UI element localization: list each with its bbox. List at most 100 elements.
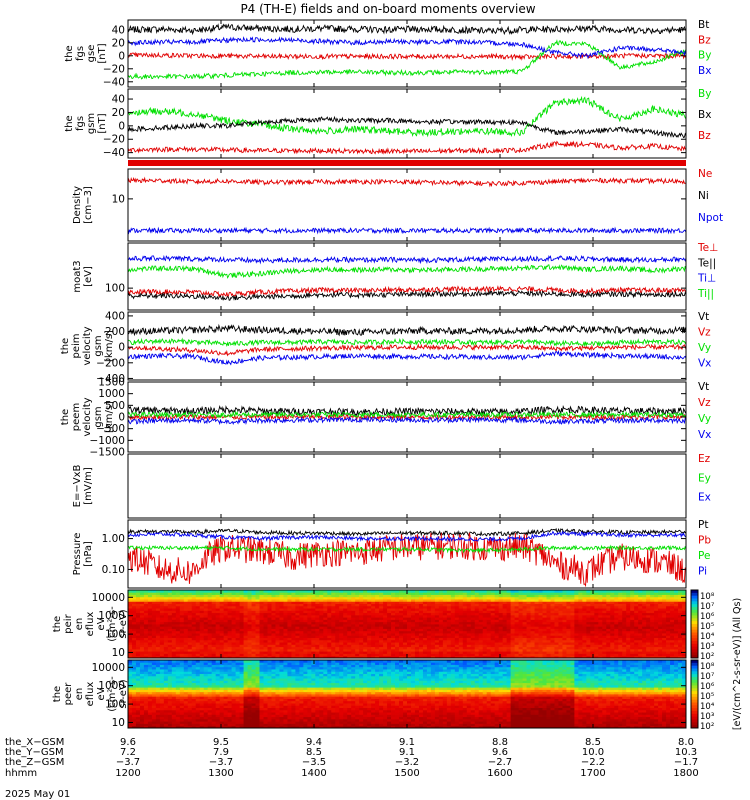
spectrogram-cell: [143, 696, 149, 699]
spectrogram-cell: [650, 612, 655, 616]
spectrogram-cell: [367, 628, 372, 632]
spectrogram-cell: [498, 599, 504, 602]
spectrogram-cell: [171, 612, 177, 616]
spectrogram-cell: [410, 594, 416, 598]
spectrogram-cell: [422, 617, 428, 620]
spectrogram-cell: [522, 608, 527, 611]
spectrogram-cell: [311, 601, 316, 604]
spectrogram-cell: [654, 596, 659, 600]
spectrogram-cell: [291, 630, 296, 634]
spectrogram-cell: [135, 714, 141, 718]
spectrogram-cell: [295, 642, 300, 645]
spectrogram-cell: [486, 637, 492, 641]
spectrogram-cell: [426, 592, 432, 595]
spectrogram-cell: [203, 601, 209, 604]
spectrogram-cell: [155, 594, 161, 598]
spectrogram-cell: [594, 644, 599, 648]
spectrogram-cell: [674, 612, 679, 616]
spectrogram-cell: [642, 630, 647, 634]
spectrogram-cell: [135, 642, 141, 645]
spectrogram-cell: [478, 648, 484, 652]
spectrogram-cell: [211, 639, 217, 643]
spectrogram-cell: [375, 646, 380, 650]
spectrogram-cell: [179, 694, 185, 697]
spectrogram-cell: [522, 633, 527, 636]
spectrogram-cell: [395, 608, 400, 611]
spectrogram-cell: [195, 698, 201, 702]
spectrogram-cell: [422, 637, 428, 641]
spectrogram-cell: [131, 646, 137, 650]
spectrogram-cell: [307, 651, 312, 654]
spectrogram-cell: [522, 603, 527, 607]
spectrogram-cell: [379, 612, 384, 616]
spectrogram-cell: [466, 651, 472, 654]
spectrogram-cell: [379, 610, 384, 614]
spectrogram-cell: [395, 633, 400, 636]
spectrogram-cell: [199, 646, 205, 650]
spectrogram-cell: [379, 624, 384, 627]
spectrogram-cell: [562, 601, 567, 604]
spectrogram-cell: [263, 610, 268, 614]
spectrogram-cell: [666, 644, 671, 648]
spectrogram-cell: [307, 626, 312, 629]
spectrogram-cell: [351, 644, 356, 648]
spectrogram-cell: [642, 608, 647, 611]
spectrogram-cell: [128, 689, 133, 693]
spectrogram-cell: [514, 648, 519, 652]
spectrogram-cell: [331, 630, 336, 634]
spectrogram-cell: [179, 669, 185, 672]
spectrogram-cell: [175, 689, 181, 693]
spectrogram-cell: [299, 637, 304, 641]
spectrogram-cell: [486, 608, 492, 611]
spectrogram-cell: [450, 590, 456, 593]
spectrogram-cell: [363, 601, 368, 604]
spectrogram-cell: [331, 619, 336, 623]
spectrogram-cell: [267, 592, 272, 595]
spectrogram-cell: [159, 655, 165, 659]
spectrogram-cell: [243, 646, 248, 650]
spectrogram-cell: [558, 628, 563, 632]
spectrogram-cell: [414, 655, 420, 659]
spectrogram-cell: [191, 590, 197, 593]
spectrogram-cell: [323, 653, 328, 657]
spectrogram-cell: [155, 642, 161, 645]
spectrogram-cell: [414, 619, 420, 623]
spectrogram-cell: [159, 691, 165, 695]
spectrogram-cell: [586, 594, 591, 598]
spectrogram-cell: [155, 684, 161, 688]
spectrogram-cell: [311, 628, 316, 632]
spectrogram-cell: [662, 635, 667, 638]
spectrogram-cell: [183, 689, 189, 693]
spectrogram-cell: [271, 644, 276, 648]
spectrogram-cell: [287, 605, 292, 609]
spectrogram-cell: [375, 601, 380, 604]
spectrogram-cell: [494, 655, 500, 659]
spectrogram-cell: [247, 590, 252, 593]
spectrogram-cell: [602, 653, 607, 657]
spectrogram-cell: [678, 601, 683, 604]
spectrogram-cell: [171, 675, 177, 679]
spectrogram-cell: [642, 639, 647, 643]
spectrogram-cell: [139, 617, 145, 620]
spectrogram-cell: [502, 639, 508, 643]
spectrogram-cell: [574, 651, 579, 654]
spectrogram-cell: [203, 716, 209, 720]
spectrogram-cell: [283, 648, 288, 652]
spectrogram-cell: [139, 651, 145, 654]
spectrogram-cell: [163, 689, 169, 693]
spectrogram-cell: [590, 630, 595, 634]
spectrogram-cell: [438, 653, 444, 657]
spectrogram-cell: [259, 612, 264, 616]
spectrogram-cell: [215, 590, 221, 593]
spectrogram-cell: [275, 608, 280, 611]
spectrogram-cell: [139, 655, 145, 659]
spectrogram-cell: [582, 594, 587, 598]
spectrogram-cell: [438, 594, 444, 598]
spectrogram-cell: [518, 619, 523, 623]
spectrogram-cell: [666, 648, 671, 652]
spectrogram-cell: [135, 675, 141, 679]
spectrogram-cell: [239, 639, 244, 643]
spectrogram-cell: [418, 594, 424, 598]
legend-Pt: Pt: [698, 519, 708, 531]
spectrogram-cell: [295, 646, 300, 650]
